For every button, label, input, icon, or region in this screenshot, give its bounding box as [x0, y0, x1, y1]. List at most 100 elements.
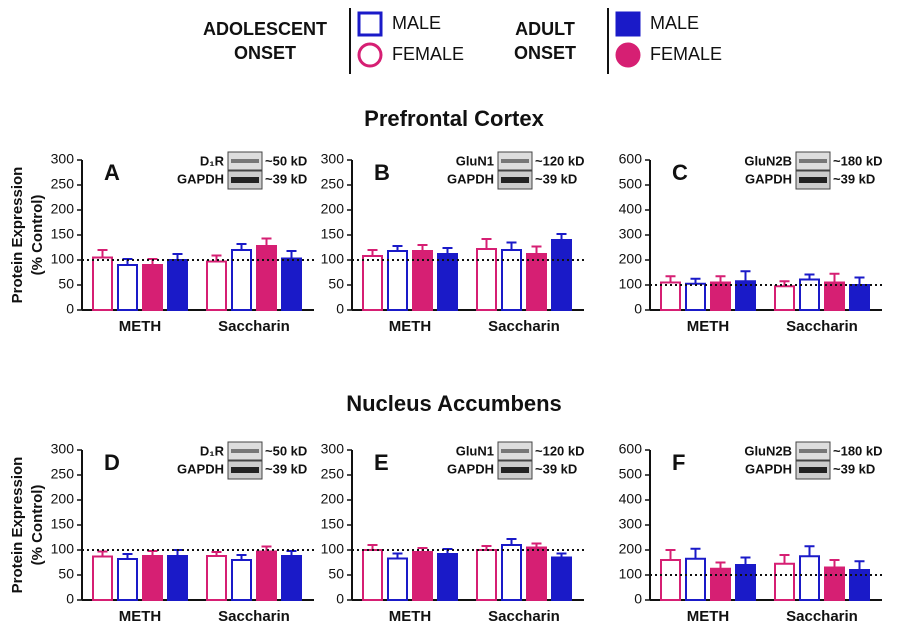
y-axis-label: Protein Expression: [9, 457, 26, 594]
bar: [551, 556, 572, 601]
blot-control: GAPDH: [745, 171, 792, 186]
x-tick-label: METH: [119, 318, 162, 335]
bar: [437, 253, 458, 311]
legend-marker: [357, 42, 383, 68]
bar: [526, 546, 547, 601]
error-bar: [97, 249, 108, 258]
error-bar: [236, 243, 247, 250]
error-bar: [392, 245, 403, 251]
legend-label: MALE: [650, 13, 699, 33]
error-bar: [261, 237, 272, 246]
blot-control-kd: ~39 kD: [265, 171, 307, 186]
bar: [685, 282, 706, 311]
y-tick-label: 250: [51, 466, 75, 482]
error-bar: [261, 545, 272, 552]
error-bar: [665, 275, 676, 283]
error-bar: [854, 560, 865, 570]
bar: [710, 281, 731, 311]
bar: [799, 555, 820, 601]
y-tick-label: 100: [619, 276, 643, 292]
x-tick-label: METH: [687, 318, 730, 335]
y-tick-label: 250: [321, 466, 345, 482]
y-tick-label: 0: [336, 591, 344, 607]
blot-band: [501, 159, 529, 163]
error-bar: [740, 556, 751, 565]
error-bar: [715, 275, 726, 283]
y-tick-label: 0: [634, 301, 642, 317]
y-tick-label: 250: [321, 176, 345, 192]
error-bar: [715, 561, 726, 569]
y-tick-label: 150: [321, 226, 345, 242]
x-tick-label: Saccharin: [488, 318, 560, 335]
bar: [824, 566, 845, 601]
error-bar: [211, 551, 222, 556]
y-tick-label: 150: [321, 516, 345, 532]
y-axis-label: (% Control): [29, 485, 46, 566]
bar: [774, 285, 795, 311]
y-tick-label: 400: [619, 201, 643, 217]
bar: [362, 255, 383, 311]
blot-control-kd: ~39 kD: [833, 171, 875, 186]
bar: [281, 555, 302, 601]
x-tick-label: METH: [687, 608, 730, 625]
blot-band: [231, 467, 259, 473]
error-bar: [122, 553, 133, 559]
blot-target: D₁R: [200, 443, 225, 458]
legend-label: FEMALE: [650, 44, 722, 64]
bar: [256, 550, 277, 601]
error-bar: [211, 254, 222, 262]
panel-letter: E: [374, 450, 389, 475]
y-tick-label: 200: [619, 541, 643, 557]
blot-target: GluN2B: [744, 443, 792, 458]
y-tick-label: 100: [321, 541, 345, 557]
y-tick-label: 600: [619, 441, 643, 457]
error-bar: [236, 554, 247, 560]
panel-letter: A: [104, 160, 120, 185]
bar: [362, 549, 383, 601]
blot-control-kd: ~39 kD: [535, 461, 577, 476]
panel-letter: D: [104, 450, 120, 475]
bar: [167, 555, 188, 601]
legend-marker: [357, 11, 383, 37]
error-bar: [690, 277, 701, 284]
bar: [412, 551, 433, 601]
bar: [117, 558, 138, 601]
blot-target-kd: ~120 kD: [535, 153, 585, 168]
error-bar: [506, 538, 517, 545]
blot-control: GAPDH: [177, 171, 224, 186]
bar: [387, 557, 408, 601]
blot-band: [501, 449, 529, 453]
bar: [206, 260, 227, 311]
blot-target: D₁R: [200, 153, 225, 168]
y-tick-label: 100: [51, 251, 75, 267]
y-axis-label: Protein Expression: [9, 167, 26, 304]
error-bar: [829, 272, 840, 283]
blot-target: GluN1: [456, 153, 494, 168]
error-bar: [556, 552, 567, 558]
error-bar: [740, 270, 751, 282]
y-tick-label: 300: [321, 441, 345, 457]
blot-control-kd: ~39 kD: [265, 461, 307, 476]
blot-band: [231, 177, 259, 183]
bar: [685, 557, 706, 601]
error-bar: [804, 545, 815, 557]
bar: [660, 281, 681, 311]
legend-marker: [615, 42, 641, 68]
bar: [92, 555, 113, 601]
y-tick-label: 150: [51, 516, 75, 532]
error-bar: [367, 249, 378, 256]
panel-letter: F: [672, 450, 685, 475]
error-bar: [531, 542, 542, 548]
bar: [476, 248, 497, 311]
legend-label: FEMALE: [392, 44, 464, 64]
bar: [551, 239, 572, 311]
error-bar: [286, 250, 297, 259]
legend-title: ONSET: [514, 43, 576, 63]
bar: [281, 257, 302, 311]
bar: [849, 284, 870, 311]
error-bar: [779, 554, 790, 564]
legend-label: MALE: [392, 13, 441, 33]
y-tick-label: 600: [619, 151, 643, 167]
bar: [117, 264, 138, 311]
y-tick-label: 100: [619, 566, 643, 582]
